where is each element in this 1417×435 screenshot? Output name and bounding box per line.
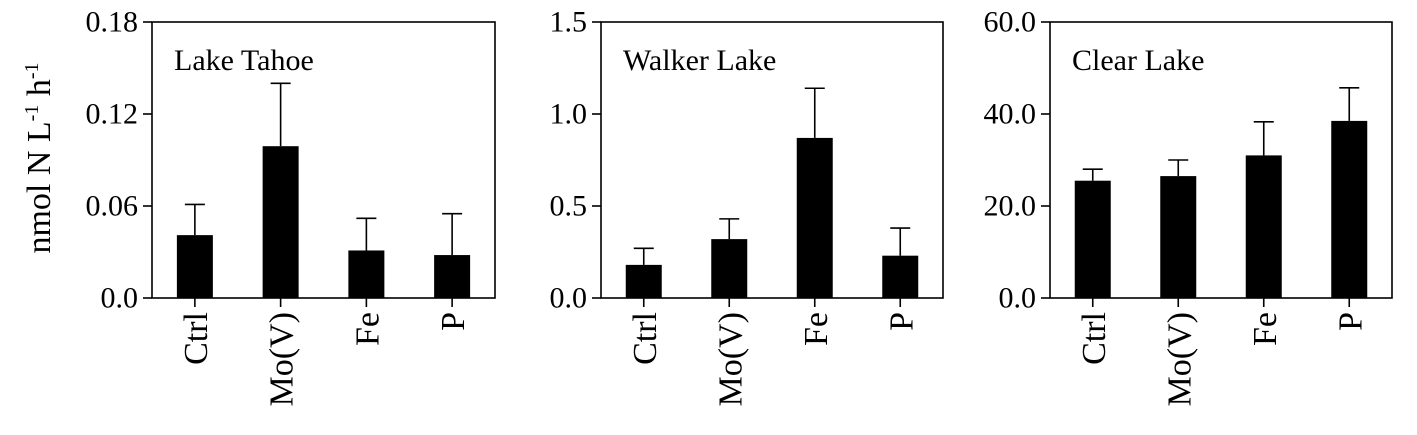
- y-tick-label: 0.5: [550, 190, 588, 223]
- chart-panel-2: 0.0 0.5 1.0 1.5 Walker Lake Ctrl Mo(V) Fe P: [550, 6, 944, 406]
- bar-fe: [348, 250, 385, 298]
- plot-frame: [1049, 21, 1393, 299]
- y-axis-title-text: nmol N L-1 h-1: [21, 62, 58, 253]
- x-category-label: Ctrl: [178, 312, 215, 365]
- x-category-label: Mo(V): [712, 312, 749, 406]
- bar-mov: [711, 239, 748, 298]
- bar-p: [882, 255, 919, 298]
- x-category-label: Fe: [1247, 312, 1284, 346]
- panel-title: Lake Tahoe: [174, 44, 314, 77]
- y-axis-title-mid: h: [21, 79, 58, 105]
- y-tick-label: 20.0: [984, 190, 1037, 223]
- y-tick-label: 0.0: [550, 282, 588, 315]
- y-tick-label: 40.0: [984, 98, 1037, 131]
- y-tick-label: 0.12: [86, 98, 139, 131]
- bar-p: [434, 255, 471, 298]
- y-axis-title-sup1: -1: [21, 105, 43, 122]
- y-tick-label: 1.0: [550, 98, 588, 131]
- x-category-label: Mo(V): [264, 312, 301, 406]
- y-axis-title-sup2: -1: [21, 62, 43, 79]
- x-category-label: Mo(V): [1161, 312, 1198, 406]
- x-category-label: Ctrl: [627, 312, 664, 365]
- bar-mov: [1160, 176, 1197, 298]
- bar-p: [1331, 120, 1368, 299]
- x-category-label: P: [435, 312, 472, 331]
- bar-ctrl: [1074, 180, 1111, 298]
- bar-fe: [1245, 155, 1282, 298]
- y-tick-label: 1.5: [550, 6, 588, 39]
- x-category-label: P: [883, 312, 920, 331]
- bar-ctrl: [625, 264, 662, 298]
- x-category-label: Fe: [349, 312, 386, 346]
- x-category-label: Ctrl: [1076, 312, 1113, 365]
- y-axis-title-main: nmol N L: [21, 121, 58, 253]
- x-category-label: Fe: [798, 312, 835, 346]
- x-category-label: P: [1332, 312, 1369, 331]
- y-tick-label: 0.0: [999, 282, 1037, 315]
- bar-fe: [796, 137, 833, 298]
- y-tick-label: 0.06: [86, 190, 139, 223]
- y-axis-title: nmol N L-1 h-1: [21, 62, 58, 253]
- bar-mov: [262, 146, 299, 298]
- y-tick-label: 0.18: [86, 6, 139, 39]
- panel-title: Walker Lake: [623, 44, 776, 77]
- panel-title: Clear Lake: [1072, 44, 1204, 77]
- y-tick-label: 0.0: [101, 282, 139, 315]
- plot-frame: [600, 21, 944, 299]
- plot-frame: [151, 21, 496, 299]
- chart-panel-3: 0.0 20.0 40.0 60.0 Clear Lake Ctrl Mo(V) Fe P: [984, 6, 1393, 406]
- bar-ctrl: [176, 235, 213, 298]
- chart-panel-1: 0.0 0.06 0.12 0.18 Lake Tahoe Ctrl Mo(V) Fe P: [86, 6, 496, 406]
- y-tick-label: 60.0: [984, 6, 1037, 39]
